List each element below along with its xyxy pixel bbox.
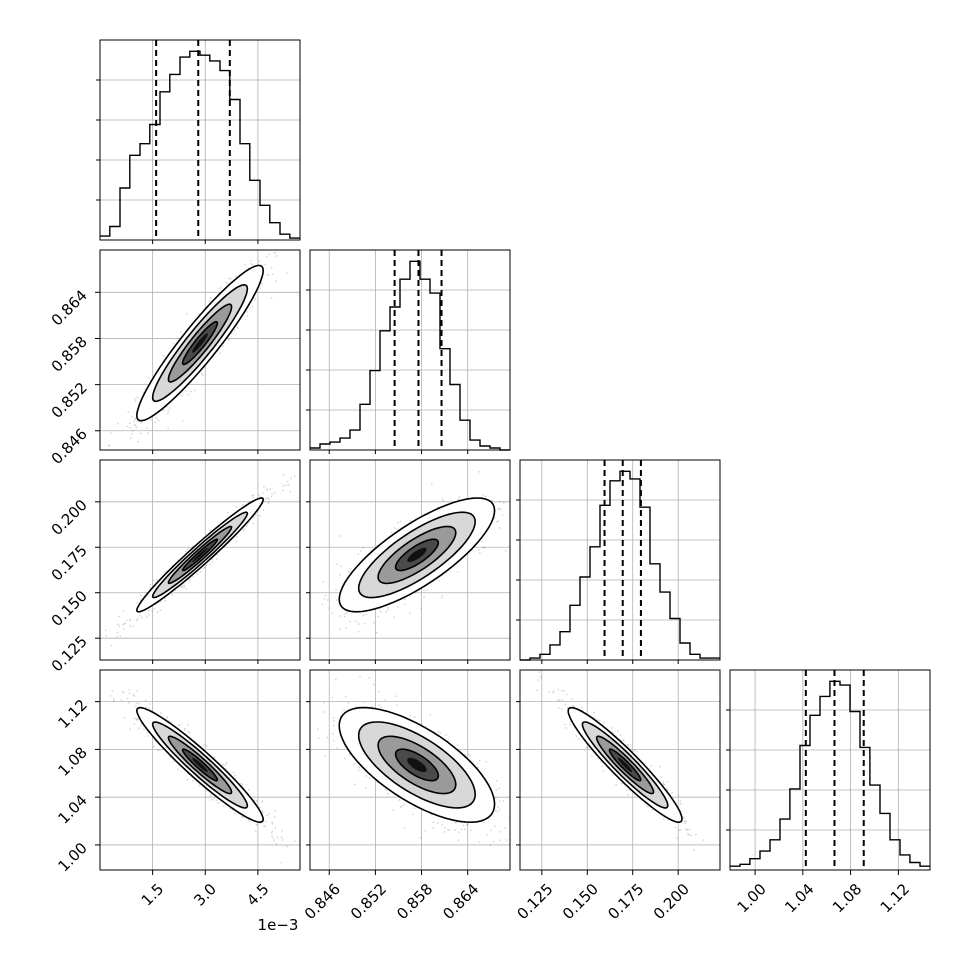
y-tick-label-3-1: 1.04 bbox=[54, 791, 90, 827]
contour-line-0 bbox=[135, 497, 265, 613]
contour-line-0 bbox=[135, 264, 265, 422]
contour-line-1 bbox=[151, 511, 249, 599]
contour-line-0 bbox=[135, 706, 265, 824]
pair-frame-3-1 bbox=[309, 669, 511, 871]
contour-line-1 bbox=[357, 511, 477, 599]
contour-line-3 bbox=[608, 748, 642, 782]
contour-line-0 bbox=[338, 497, 496, 613]
y-tick-label-2-3: 0.200 bbox=[48, 496, 91, 539]
contour-line-0 bbox=[338, 706, 496, 824]
contour-line-3 bbox=[394, 538, 440, 572]
y-tick-label-1-0: 0.846 bbox=[48, 425, 91, 468]
hist-panel-1 bbox=[306, 249, 511, 451]
density-level-4 bbox=[407, 547, 427, 562]
contour-line-3 bbox=[394, 748, 440, 782]
x-tick-label-3-1: 1.04 bbox=[781, 880, 817, 916]
pair-panel-1-0 bbox=[99, 249, 301, 451]
pair-panel-2-0 bbox=[99, 459, 301, 661]
pair-frame-3-0 bbox=[99, 669, 301, 871]
pair-frame-2-0 bbox=[99, 459, 301, 661]
x-tick-label-2-0: 0.125 bbox=[513, 880, 556, 923]
x-tick-label-3-3: 1.12 bbox=[877, 880, 913, 916]
x-tick-label-0-1: 3.0 bbox=[190, 880, 220, 910]
density-level-4 bbox=[192, 757, 208, 773]
scatter-points-3-1 bbox=[317, 676, 510, 846]
y-tick-label-3-0: 1.00 bbox=[54, 839, 90, 875]
x-tick-label-0-2: 4.5 bbox=[243, 880, 273, 910]
contour-line-1 bbox=[151, 721, 249, 809]
x-tick-label-0-0: 1.5 bbox=[138, 880, 168, 910]
histogram-step-3 bbox=[730, 680, 930, 867]
panel-content bbox=[100, 670, 300, 870]
x-tick-label-1-0: 0.846 bbox=[301, 880, 344, 923]
pair-frame-2-1 bbox=[309, 459, 511, 661]
x-tick-label-2-2: 0.175 bbox=[604, 880, 647, 923]
histogram-step-0 bbox=[100, 50, 300, 239]
contour-line-0 bbox=[567, 706, 683, 823]
pair-frame-3-2 bbox=[519, 669, 721, 871]
panel-content bbox=[100, 250, 300, 450]
contour-line-3 bbox=[181, 538, 219, 572]
y-tick-label-2-1: 0.150 bbox=[48, 587, 91, 630]
hist-panel-2 bbox=[516, 459, 721, 661]
panel-content bbox=[100, 460, 300, 660]
pair-panel-3-2 bbox=[519, 669, 721, 871]
contour-line-1 bbox=[581, 721, 669, 809]
contour-line-3 bbox=[181, 748, 219, 782]
density-level-4 bbox=[618, 757, 633, 773]
x-tick-label-2-1: 0.150 bbox=[559, 880, 602, 923]
hist-frame-0 bbox=[99, 39, 301, 241]
contour-line-2 bbox=[167, 525, 233, 585]
contour-line-1 bbox=[357, 721, 477, 809]
y-tick-label-1-1: 0.852 bbox=[48, 379, 91, 422]
y-tick-label-3-3: 1.12 bbox=[54, 696, 90, 732]
hist-frame-2 bbox=[519, 459, 721, 661]
contour-line-2 bbox=[167, 735, 233, 795]
pair-panel-3-0 bbox=[99, 669, 301, 871]
x-tick-label-3-0: 1.00 bbox=[733, 880, 769, 916]
histogram-step-2 bbox=[520, 470, 720, 661]
hist-frame-3 bbox=[729, 669, 931, 871]
density-level-4 bbox=[192, 333, 208, 353]
y-tick-label-2-0: 0.125 bbox=[48, 632, 91, 675]
pair-panel-3-1 bbox=[309, 669, 511, 871]
histogram-step-1 bbox=[310, 260, 510, 451]
hist-panel-3 bbox=[726, 669, 931, 871]
contour-line-2 bbox=[595, 735, 655, 795]
y-tick-label-1-2: 0.858 bbox=[48, 333, 91, 376]
y-tick-label-3-2: 1.08 bbox=[54, 744, 90, 780]
x-tick-label-1-3: 0.864 bbox=[439, 880, 482, 923]
x-tick-label-3-2: 1.08 bbox=[829, 880, 865, 916]
pair-frame-1-0 bbox=[99, 249, 301, 451]
hist-frame-1 bbox=[309, 249, 511, 451]
panel-content bbox=[310, 460, 510, 660]
pair-panel-2-1 bbox=[309, 459, 511, 661]
y-tick-label-2-2: 0.175 bbox=[48, 541, 91, 584]
contour-line-2 bbox=[377, 735, 457, 795]
density-level-4 bbox=[407, 757, 427, 773]
x-axis-offset-label: 1e−3 bbox=[258, 916, 299, 934]
panel-content bbox=[520, 670, 720, 870]
hist-panel-0 bbox=[96, 39, 301, 241]
x-tick-label-2-3: 0.200 bbox=[650, 880, 693, 923]
x-tick-label-1-2: 0.858 bbox=[393, 880, 436, 923]
contour-line-2 bbox=[377, 525, 457, 585]
contour-line-3 bbox=[181, 320, 219, 366]
contour-line-2 bbox=[167, 303, 233, 383]
x-tick-label-1-1: 0.852 bbox=[347, 880, 390, 923]
y-tick-label-1-3: 0.864 bbox=[48, 286, 91, 329]
contour-line-1 bbox=[151, 283, 249, 403]
panel-content bbox=[310, 670, 510, 870]
density-level-4 bbox=[192, 547, 208, 562]
